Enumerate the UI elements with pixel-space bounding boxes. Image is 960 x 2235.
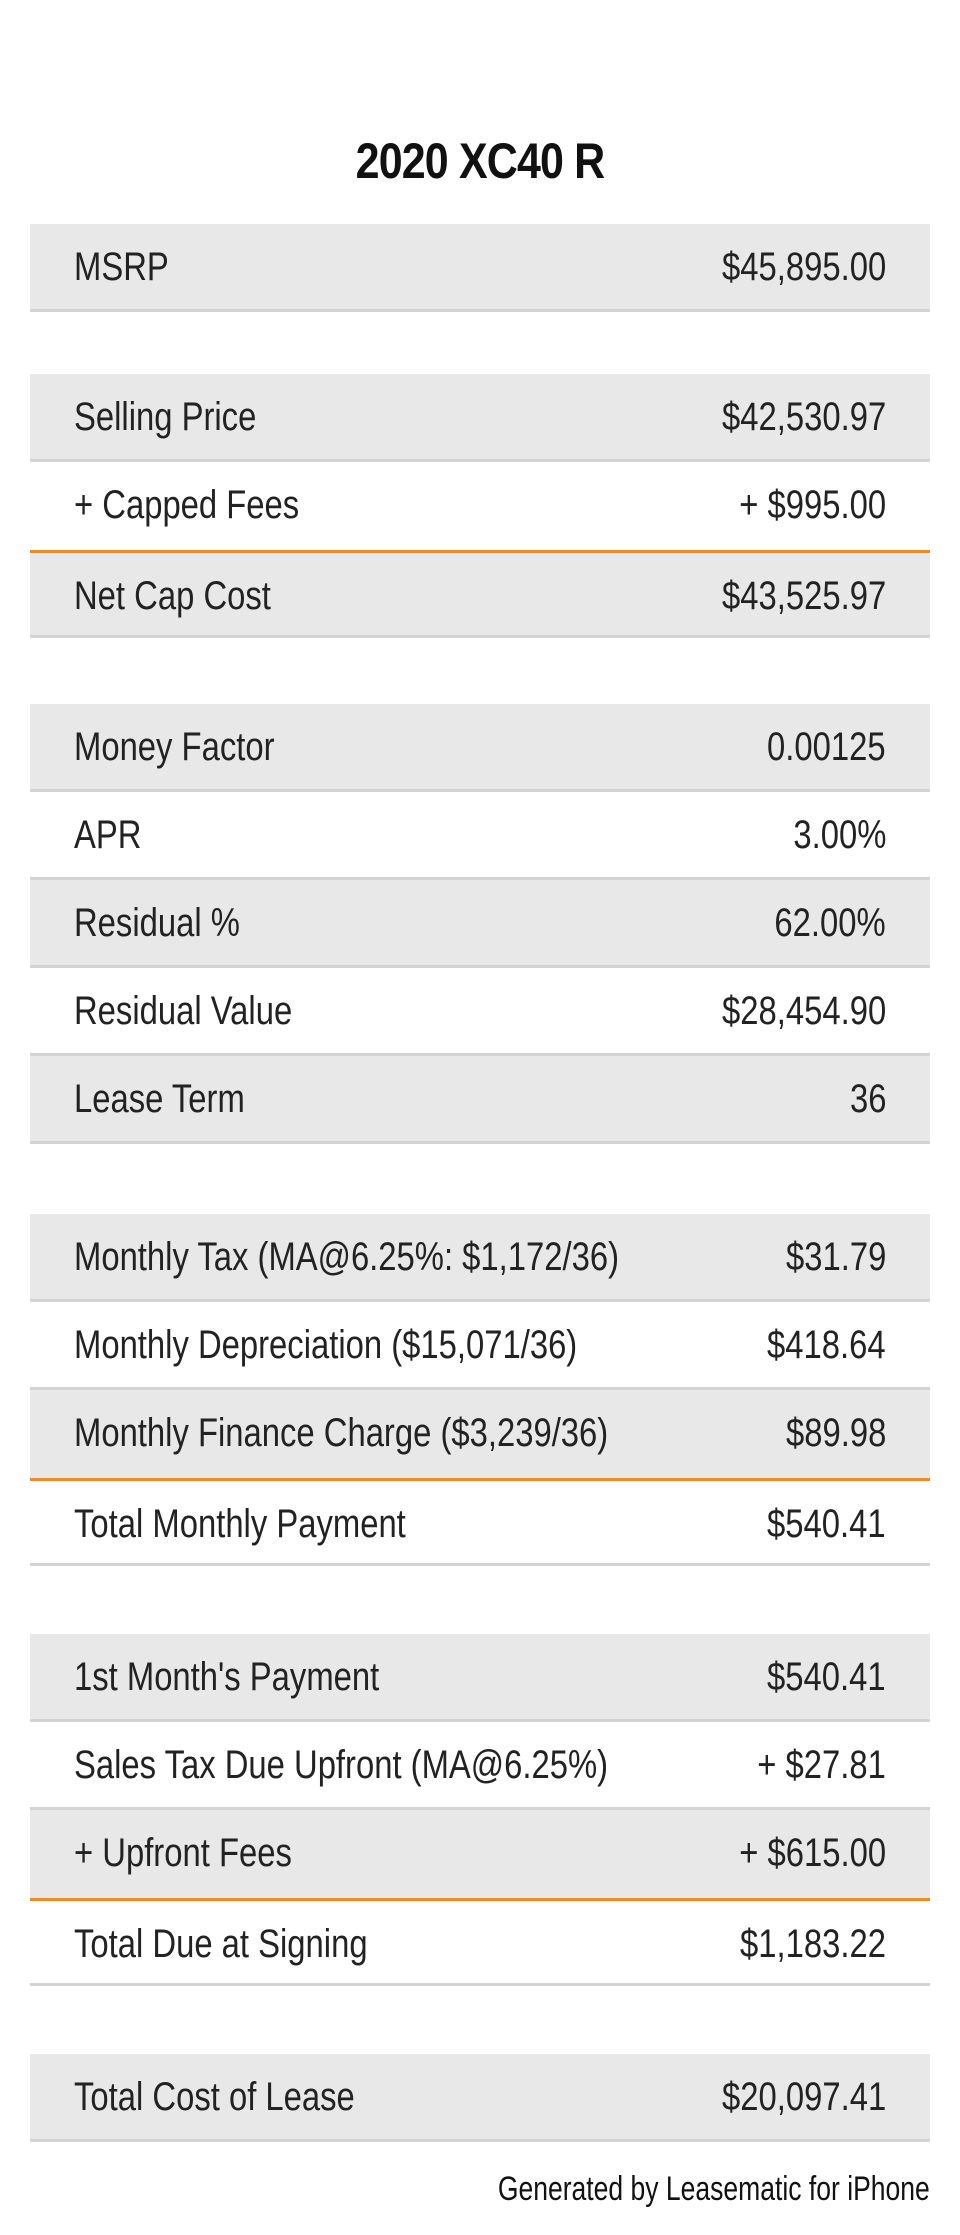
total-cost-group: Total Cost of Lease $20,097.41 xyxy=(30,2054,930,2142)
monthly-tax-row: Monthly Tax (MA@6.25%: $1,172/36) $31.79 xyxy=(30,1214,930,1302)
row-value: + $615.00 xyxy=(739,1831,886,1875)
lease-term-row: Lease Term 36 xyxy=(30,1056,930,1144)
row-value: + $27.81 xyxy=(757,1743,886,1787)
row-label: Residual Value xyxy=(74,989,293,1033)
row-value: $45,895.00 xyxy=(721,245,886,289)
monthly-finance-charge-row: Monthly Finance Charge ($3,239/36) $89.9… xyxy=(30,1390,930,1478)
signing-group: 1st Month's Payment $540.41 Sales Tax Du… xyxy=(30,1634,930,1986)
row-value: $89.98 xyxy=(785,1411,886,1455)
footer-credit: Generated by Leasematic for iPhone xyxy=(498,2170,930,2208)
msrp-row: MSRP $45,895.00 xyxy=(30,224,930,312)
row-label: Monthly Finance Charge ($3,239/36) xyxy=(74,1411,609,1455)
residual-value-row: Residual Value $28,454.90 xyxy=(30,968,930,1056)
row-value: $42,530.97 xyxy=(721,395,886,439)
row-label: Money Factor xyxy=(74,725,275,769)
row-label: Monthly Depreciation ($15,071/36) xyxy=(74,1323,578,1367)
row-value: $20,097.41 xyxy=(721,2075,886,2119)
page-title: 2020 XC40 R xyxy=(355,133,606,189)
row-value: $1,183.22 xyxy=(740,1922,886,1966)
row-label: 1st Month's Payment xyxy=(74,1655,380,1699)
row-label: Net Cap Cost xyxy=(74,574,271,618)
row-label: Monthly Tax (MA@6.25%: $1,172/36) xyxy=(74,1235,620,1279)
total-due-at-signing-row: Total Due at Signing $1,183.22 xyxy=(30,1898,930,1986)
row-label: + Capped Fees xyxy=(74,483,300,527)
upfront-fees-row: + Upfront Fees + $615.00 xyxy=(30,1810,930,1898)
row-label: Lease Term xyxy=(74,1077,245,1121)
row-value: $43,525.97 xyxy=(721,574,886,618)
row-value: $540.41 xyxy=(767,1502,886,1546)
row-label: + Upfront Fees xyxy=(74,1831,292,1875)
row-label: MSRP xyxy=(74,245,169,289)
row-label: Sales Tax Due Upfront (MA@6.25%) xyxy=(74,1743,609,1787)
row-value: $31.79 xyxy=(785,1235,886,1279)
selling-price-row: Selling Price $42,530.97 xyxy=(30,374,930,462)
row-label: Total Due at Signing xyxy=(74,1922,368,1966)
row-label: Total Monthly Payment xyxy=(74,1502,406,1546)
rate-group: Money Factor 0.00125 APR 3.00% Residual … xyxy=(30,704,930,1144)
row-value: $28,454.90 xyxy=(721,989,886,1033)
row-value: 0.00125 xyxy=(767,725,886,769)
row-value: + $995.00 xyxy=(739,483,886,527)
row-value: $418.64 xyxy=(767,1323,886,1367)
row-label: APR xyxy=(74,813,142,857)
cap-cost-group: Selling Price $42,530.97 + Capped Fees +… xyxy=(30,374,930,638)
total-cost-of-lease-row: Total Cost of Lease $20,097.41 xyxy=(30,2054,930,2142)
row-value: 36 xyxy=(849,1077,886,1121)
row-label: Selling Price xyxy=(74,395,257,439)
row-label: Total Cost of Lease xyxy=(74,2075,355,2119)
apr-row: APR 3.00% xyxy=(30,792,930,880)
capped-fees-row: + Capped Fees + $995.00 xyxy=(30,462,930,550)
net-cap-cost-row: Net Cap Cost $43,525.97 xyxy=(30,550,930,638)
row-value: 3.00% xyxy=(792,813,886,857)
row-label: Residual % xyxy=(74,901,240,945)
first-month-payment-row: 1st Month's Payment $540.41 xyxy=(30,1634,930,1722)
msrp-group: MSRP $45,895.00 xyxy=(30,224,930,312)
row-value: 62.00% xyxy=(774,901,886,945)
total-monthly-payment-row: Total Monthly Payment $540.41 xyxy=(30,1478,930,1566)
monthly-depreciation-row: Monthly Depreciation ($15,071/36) $418.6… xyxy=(30,1302,930,1390)
monthly-group: Monthly Tax (MA@6.25%: $1,172/36) $31.79… xyxy=(30,1214,930,1566)
money-factor-row: Money Factor 0.00125 xyxy=(30,704,930,792)
row-value: $540.41 xyxy=(767,1655,886,1699)
residual-percent-row: Residual % 62.00% xyxy=(30,880,930,968)
sales-tax-upfront-row: Sales Tax Due Upfront (MA@6.25%) + $27.8… xyxy=(30,1722,930,1810)
